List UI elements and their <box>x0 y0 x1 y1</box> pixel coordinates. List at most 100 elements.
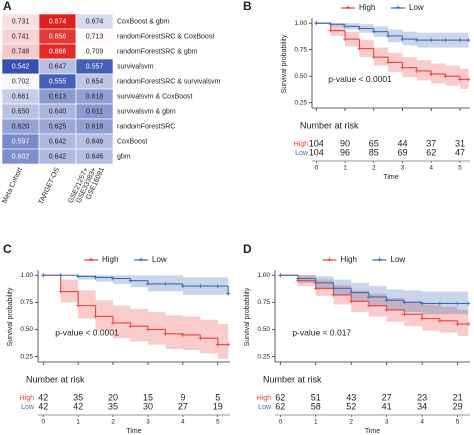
confidence-band <box>404 290 423 313</box>
legend-label: Low <box>152 255 167 264</box>
cell-label: 0.856 <box>49 33 67 40</box>
risk-count: 58 <box>311 401 321 411</box>
censor-mark <box>58 273 63 278</box>
censor-mark <box>420 316 425 321</box>
risk-count: 96 <box>340 147 350 157</box>
censor-mark <box>402 300 407 305</box>
censor-mark <box>111 320 116 325</box>
censor-mark <box>366 303 371 308</box>
cell-label: 0.642 <box>49 153 67 160</box>
cell-label: 0.620 <box>12 123 30 130</box>
censor-mark <box>145 327 150 332</box>
risk-count: 27 <box>382 392 392 402</box>
confidence-band <box>95 300 114 331</box>
risk-count: 62 <box>426 147 436 157</box>
censor-mark <box>296 276 301 281</box>
censor-mark <box>343 37 348 42</box>
x-tick-label: 4 <box>429 165 433 172</box>
censor-mark <box>402 312 407 317</box>
censor-mark <box>180 284 185 289</box>
risk-table-title: Number at risk <box>263 374 322 384</box>
risk-count: 35 <box>73 392 83 402</box>
cell-label: 0.731 <box>12 18 30 25</box>
risk-count: 9 <box>180 392 185 402</box>
cell-label: 0.613 <box>49 93 67 100</box>
censor-mark <box>343 24 348 29</box>
x-tick-label: 3 <box>146 419 150 426</box>
risk-count: 42 <box>38 401 48 411</box>
risk-count: 27 <box>178 401 188 411</box>
censor-mark <box>163 331 168 336</box>
cell-label: 0.647 <box>49 63 67 70</box>
panel-letter: A <box>3 0 12 13</box>
legend-key-plus: + <box>88 254 93 264</box>
row-label: survivalsvm & CoxBoost <box>117 93 193 100</box>
risk-count: 29 <box>453 401 463 411</box>
p-value: p-value < 0.0001 <box>328 74 392 84</box>
panel-letter: C <box>3 242 12 256</box>
cell-label: 0.702 <box>12 78 30 85</box>
censor-mark <box>386 33 391 38</box>
cell-label: 0.602 <box>12 153 30 160</box>
censor-mark <box>215 284 220 289</box>
cell-label: 0.557 <box>86 63 104 70</box>
risk-count: 42 <box>73 401 83 411</box>
legend-label: High <box>102 255 118 264</box>
censor-mark <box>466 38 471 43</box>
y-tick-label: 0.75 <box>294 46 307 53</box>
cell-label: 0.640 <box>49 108 67 115</box>
censor-mark <box>349 290 354 295</box>
cell-label: 0.646 <box>86 138 104 145</box>
y-tick-label: 0.75 <box>20 299 33 306</box>
cell-label: 0.555 <box>49 78 67 85</box>
censor-mark <box>313 286 318 291</box>
x-axis-label: Time <box>365 428 380 435</box>
risk-count: 85 <box>369 147 379 157</box>
censor-mark <box>357 26 362 31</box>
x-tick-label: 0 <box>279 419 283 426</box>
risk-count: 37 <box>426 138 436 148</box>
legend-key-plus: + <box>345 2 350 12</box>
censor-mark <box>357 46 362 51</box>
censor-mark <box>457 77 462 82</box>
cell-label: 0.618 <box>86 93 104 100</box>
row-label: randomForestSRC <box>117 123 175 130</box>
row-label: gbm <box>117 153 131 160</box>
censor-mark <box>215 342 220 347</box>
risk-count: 62 <box>275 401 285 411</box>
x-tick-label: 5 <box>216 419 220 426</box>
censor-mark <box>93 314 98 319</box>
censor-mark <box>455 322 460 327</box>
censor-mark <box>76 274 81 279</box>
risk-row-label: High <box>257 395 272 402</box>
risk-row-label: Low <box>295 150 309 157</box>
x-tick-label: 1 <box>314 419 318 426</box>
censor-mark <box>198 336 203 341</box>
heatmap-cell <box>75 148 114 165</box>
legend-label: High <box>341 255 357 264</box>
risk-row-label: Low <box>258 404 272 411</box>
confidence-band <box>78 290 96 319</box>
x-tick-label: 1 <box>76 419 80 426</box>
risk-count: 52 <box>346 401 356 411</box>
censor-mark <box>400 65 405 70</box>
censor-mark <box>328 28 333 33</box>
cell-label: 0.713 <box>86 33 104 40</box>
censor-mark <box>145 281 150 286</box>
censor-mark <box>226 342 231 347</box>
risk-table-title: Number at risk <box>26 374 85 384</box>
risk-count: 43 <box>346 392 356 402</box>
y-tick-label: 1.00 <box>294 20 307 27</box>
censor-mark <box>386 60 391 65</box>
cell-label: 0.661 <box>12 93 30 100</box>
censor-mark <box>457 38 462 43</box>
x-tick-label: 2 <box>349 419 353 426</box>
censor-mark <box>455 301 460 306</box>
risk-count: 65 <box>369 138 379 148</box>
p-value: p-value < 0.0001 <box>55 327 119 337</box>
censor-mark <box>128 278 133 283</box>
censor-mark <box>349 299 354 304</box>
confidence-band <box>422 304 440 331</box>
cell-label: 0.650 <box>12 108 30 115</box>
x-tick-label: 4 <box>181 419 185 426</box>
